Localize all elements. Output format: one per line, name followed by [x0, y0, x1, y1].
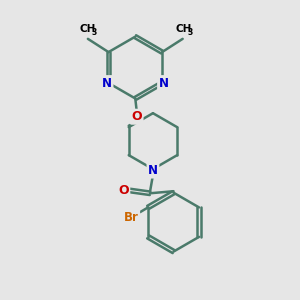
Text: O: O — [131, 110, 142, 123]
Text: Br: Br — [124, 211, 139, 224]
Text: O: O — [118, 184, 129, 197]
Text: CH: CH — [175, 24, 191, 34]
Text: N: N — [158, 76, 169, 89]
Text: 3: 3 — [188, 28, 193, 37]
Text: N: N — [148, 164, 158, 177]
Text: 3: 3 — [92, 28, 97, 37]
Text: N: N — [102, 76, 112, 89]
Text: CH: CH — [79, 24, 95, 34]
